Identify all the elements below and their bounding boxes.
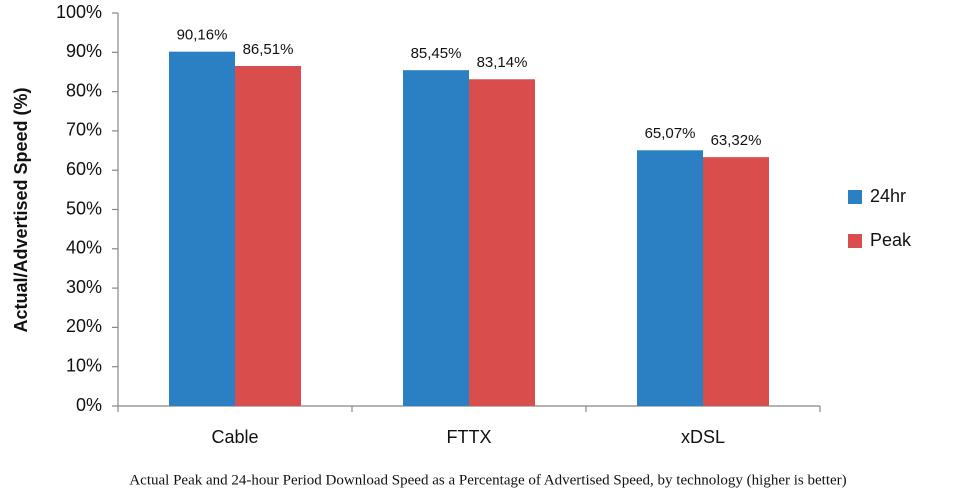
y-tick-label: 10% bbox=[66, 355, 102, 375]
y-tick-label: 70% bbox=[66, 120, 102, 140]
legend-swatch bbox=[848, 190, 862, 204]
y-tick-label: 80% bbox=[66, 80, 102, 100]
y-tick-label: 20% bbox=[66, 316, 102, 336]
legend-label: Peak bbox=[870, 230, 912, 250]
y-axis-label: Actual/Advertised Speed (%) bbox=[11, 87, 31, 332]
bar bbox=[703, 157, 769, 406]
x-tick-label: Cable bbox=[211, 427, 258, 447]
bar bbox=[403, 70, 469, 406]
x-tick-label: xDSL bbox=[681, 427, 725, 447]
y-tick-label: 100% bbox=[56, 2, 102, 22]
legend-label: 24hr bbox=[870, 186, 906, 206]
data-label: 83,14% bbox=[477, 54, 528, 71]
y-tick-label: 90% bbox=[66, 41, 102, 61]
y-tick-label: 60% bbox=[66, 159, 102, 179]
bar bbox=[469, 79, 535, 406]
caption: Actual Peak and 24-hour Period Download … bbox=[129, 472, 846, 488]
legend-swatch bbox=[848, 234, 862, 248]
data-label: 90,16% bbox=[177, 27, 228, 44]
bar bbox=[637, 150, 703, 406]
data-label: 63,32% bbox=[711, 132, 762, 149]
bar bbox=[235, 66, 301, 407]
data-label: 86,51% bbox=[243, 41, 294, 58]
data-label: 85,45% bbox=[411, 45, 462, 62]
y-tick-label: 30% bbox=[66, 277, 102, 297]
y-tick-label: 50% bbox=[66, 198, 102, 218]
data-label: 65,07% bbox=[645, 125, 696, 142]
y-tick-label: 40% bbox=[66, 238, 102, 258]
x-tick-label: FTTX bbox=[447, 427, 492, 447]
bar bbox=[169, 51, 235, 406]
y-tick-label: 0% bbox=[76, 395, 102, 415]
